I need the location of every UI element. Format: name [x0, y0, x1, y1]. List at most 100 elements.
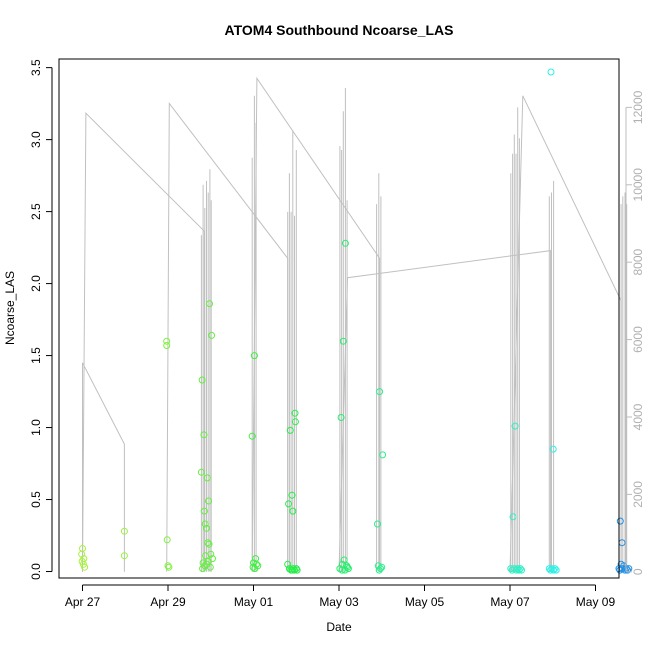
- data-point: [81, 563, 89, 571]
- y2-tick-label: 6000: [631, 326, 645, 353]
- trace-segment: [251, 76, 381, 572]
- data-point: [344, 565, 352, 573]
- data-point: [205, 540, 213, 548]
- data-point: [624, 566, 631, 574]
- data-point: [293, 566, 301, 574]
- data-point: [552, 566, 560, 574]
- x-axis-label: Date: [326, 620, 352, 634]
- data-point: [339, 337, 347, 345]
- data-point: [204, 539, 212, 547]
- data-point: [337, 414, 345, 421]
- data-point: [616, 517, 624, 525]
- data-point: [289, 565, 297, 573]
- data-point: [163, 536, 171, 544]
- data-point: [208, 331, 216, 339]
- plot-frame: [58, 58, 620, 579]
- data-point: [515, 566, 523, 574]
- data-point: [165, 563, 173, 571]
- data-point: [203, 524, 210, 532]
- y2-tick-label: 0: [631, 568, 645, 575]
- x-axis: Apr 27 Apr 29 May 01 May 03 May 05 May 07 May …: [65, 584, 616, 609]
- y-tick-label: 3.5: [29, 59, 43, 76]
- y-tick-label: 2.5: [29, 203, 43, 220]
- y-tick-label: 1.5: [29, 347, 43, 364]
- x-tick-label: May 05: [405, 595, 445, 609]
- secondary-trace-layer: [82, 76, 628, 572]
- x-tick-label: May 07: [490, 595, 530, 609]
- data-point: [286, 426, 294, 434]
- data-point: [511, 422, 519, 430]
- y2-tick-label: 4000: [631, 403, 645, 430]
- data-point: [618, 539, 626, 547]
- y2-tick-label: 8000: [631, 249, 645, 276]
- x-tick-label: May 03: [319, 595, 359, 609]
- data-point: [291, 409, 299, 417]
- data-point: [250, 352, 258, 360]
- trace-segment: [82, 112, 205, 572]
- data-point: [341, 239, 349, 247]
- x-tick-label: Apr 27: [65, 595, 101, 609]
- data-point: [200, 507, 208, 515]
- data-point: [197, 468, 205, 476]
- y-tick-label: 2.0: [29, 275, 43, 292]
- data-point: [284, 560, 292, 568]
- data-point: [376, 388, 384, 396]
- data-point: [379, 451, 387, 459]
- data-point: [375, 566, 383, 574]
- data-point: [291, 418, 299, 426]
- data-point: [509, 513, 517, 521]
- trace-segment: [338, 250, 552, 572]
- data-point: [550, 566, 558, 574]
- data-point: [206, 563, 214, 571]
- data-point: [285, 500, 293, 508]
- data-point: [120, 552, 128, 560]
- x-tick-label: May 09: [576, 595, 616, 609]
- y2-tick-label: 2000: [631, 481, 645, 508]
- data-point: [289, 507, 297, 515]
- data-point: [199, 565, 207, 573]
- data-point: [288, 491, 296, 499]
- data-point: [198, 376, 206, 384]
- y-tick-label: 3.0: [29, 131, 43, 148]
- trace-segment: [166, 102, 289, 572]
- data-point: [78, 550, 86, 558]
- data-point: [254, 562, 262, 570]
- data-point: [163, 342, 171, 349]
- chart-title: ATOM4 Southbound Ncoarse_LAS: [225, 22, 454, 38]
- data-point: [249, 563, 257, 571]
- data-point: [120, 527, 128, 535]
- y-tick-label: 0.5: [29, 491, 43, 508]
- y2-tick-label: 10000: [631, 168, 645, 202]
- data-point: [548, 565, 556, 573]
- data-point: [248, 432, 256, 440]
- data-point: [164, 562, 172, 570]
- data-point: [200, 431, 208, 439]
- data-point: [374, 520, 381, 528]
- y-axis-right: 0 2000 4000 6000 8000 10000 12000: [625, 90, 645, 575]
- trace-segment: [82, 362, 125, 572]
- data-point: [518, 566, 525, 574]
- data-point: [341, 566, 349, 574]
- data-point: [512, 566, 520, 574]
- data-point: [340, 556, 348, 564]
- data-point: [288, 566, 296, 574]
- data-point: [207, 550, 215, 558]
- data-point: [206, 300, 213, 308]
- data-point: [514, 565, 522, 573]
- trace-segment: [509, 95, 622, 572]
- scatter-points-layer: [78, 68, 633, 574]
- data-point: [201, 520, 209, 528]
- y-tick-label: 1.0: [29, 419, 43, 436]
- data-point: [203, 474, 211, 482]
- data-point: [291, 566, 298, 574]
- x-tick-label: Apr 29: [150, 595, 186, 609]
- data-point: [205, 497, 213, 505]
- data-point: [621, 566, 629, 574]
- y2-tick-label: 12000: [631, 90, 645, 124]
- data-point: [163, 337, 171, 345]
- y-axis-label: Ncoarse_LAS: [3, 271, 17, 345]
- data-point: [516, 565, 524, 573]
- x-tick-label: May 01: [234, 595, 274, 609]
